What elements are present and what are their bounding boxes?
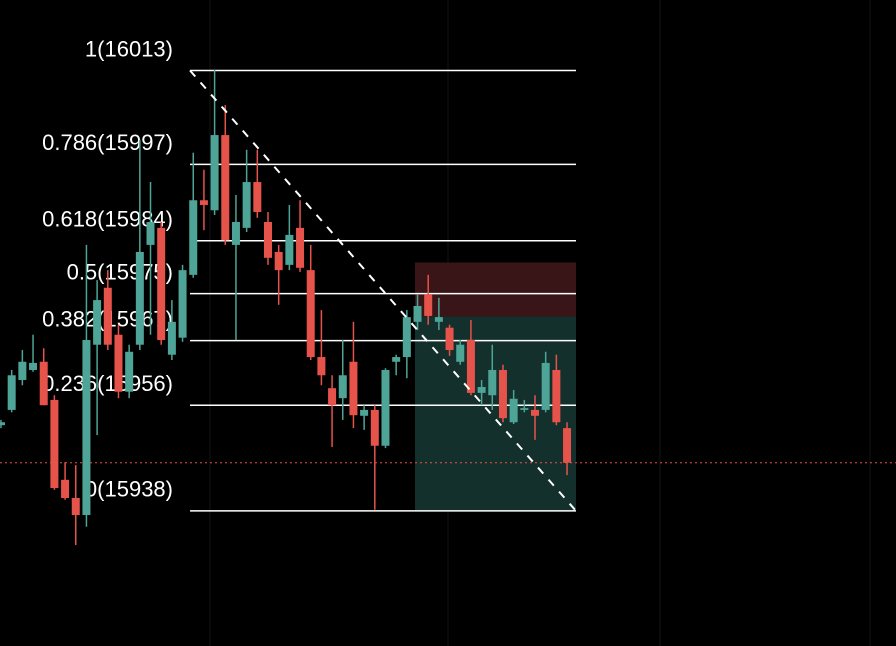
candle-body	[445, 327, 454, 351]
candle-body	[392, 357, 401, 362]
candle-body	[125, 351, 134, 392]
candle-body	[424, 294, 433, 316]
candle-body	[434, 317, 443, 322]
candle-body	[381, 369, 390, 446]
target-zone	[415, 316, 576, 511]
candle-body	[93, 300, 102, 345]
candle-body	[413, 305, 422, 322]
candle-body	[231, 221, 240, 245]
candle-body	[146, 221, 155, 245]
candle-body	[50, 399, 59, 489]
candle-body	[328, 388, 337, 406]
candle-body	[338, 375, 347, 399]
candle-body	[29, 362, 38, 370]
candle-body	[135, 251, 144, 345]
candle-body	[18, 361, 27, 380]
fib-label: 0.236(15956)	[42, 371, 173, 396]
candle-body	[520, 408, 529, 410]
stop-zone	[415, 262, 576, 317]
candle-body	[488, 369, 497, 396]
candle-body	[61, 479, 70, 499]
candle-body	[210, 135, 219, 211]
candle-body	[563, 428, 572, 463]
candle-body	[509, 398, 518, 423]
candle-body	[71, 498, 80, 516]
candle-body	[167, 321, 176, 355]
candle-body	[498, 369, 507, 419]
candle-body	[456, 344, 465, 362]
candle-body	[221, 135, 230, 241]
candle-body	[157, 227, 166, 341]
trend-line	[189, 69, 577, 512]
candle-body	[466, 340, 475, 393]
candle-body	[274, 251, 283, 271]
candle-body	[296, 227, 305, 268]
candle-body	[39, 361, 48, 406]
candle-body	[306, 270, 315, 358]
candle-body	[552, 369, 561, 423]
candle-body	[531, 409, 539, 416]
fib-label: 0.5(15975)	[67, 259, 173, 284]
candle-body	[114, 334, 123, 392]
candle-body	[370, 409, 379, 446]
candle-body	[541, 362, 550, 410]
candle-body	[242, 182, 251, 228]
candle-body	[82, 340, 91, 516]
candle-body	[0, 422, 5, 426]
fib-label: 1(16013)	[85, 36, 173, 61]
candle-body	[402, 317, 411, 358]
candle-body	[264, 221, 272, 258]
candle-body	[189, 200, 198, 275]
candle-body	[360, 409, 369, 416]
fib-label: 0.786(15997)	[42, 130, 173, 155]
candle-body	[7, 375, 16, 410]
candle-body	[349, 361, 358, 416]
candle-body	[178, 270, 187, 338]
candle-body	[285, 234, 294, 265]
fib-label: 0(15938)	[85, 477, 173, 502]
candle-body	[103, 287, 112, 345]
candle-body	[253, 182, 262, 213]
candle-body	[317, 357, 326, 376]
candle-body	[477, 387, 486, 393]
candle-body	[199, 200, 208, 205]
